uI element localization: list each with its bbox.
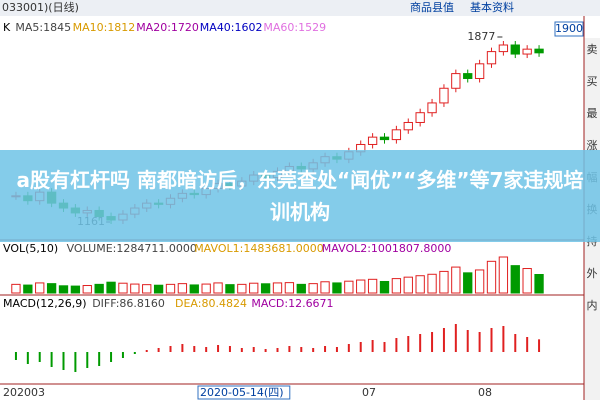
- side-label: 涨: [587, 139, 598, 152]
- x-label: 08: [478, 386, 492, 399]
- volume-bar: [415, 275, 425, 294]
- volume-bar: [463, 272, 473, 294]
- volume-bar: [260, 283, 271, 294]
- candle: [498, 44, 509, 53]
- volume-bar: [356, 279, 366, 294]
- volume-bar: [451, 266, 461, 294]
- macd-label: MACD:12.6671: [251, 297, 333, 310]
- x-label: 07: [362, 386, 376, 399]
- candle: [463, 73, 473, 79]
- stock-code: 033001)(日线): [2, 0, 79, 14]
- candle: [486, 51, 497, 65]
- side-label: 卖: [587, 43, 598, 56]
- candle: [415, 112, 425, 123]
- header-bar: [0, 0, 600, 16]
- volume-bar: [35, 282, 45, 294]
- x-label: 202003: [3, 386, 45, 399]
- volume-bar: [130, 283, 140, 294]
- candle: [451, 73, 461, 89]
- candle: [522, 48, 532, 55]
- volume-bar: [308, 283, 318, 294]
- volume-bar: [439, 270, 449, 294]
- candle: [391, 129, 402, 141]
- volume-bar: [486, 260, 497, 294]
- candle: [474, 63, 485, 79]
- volume-bar: [510, 265, 520, 294]
- volume-bar: [522, 268, 532, 294]
- side-label: 外: [587, 267, 598, 280]
- candle: [379, 136, 390, 141]
- price-box-text: 1900: [555, 22, 583, 35]
- side-label: 买: [587, 75, 598, 88]
- volume-bar: [142, 284, 152, 294]
- volume-bar: [498, 256, 509, 294]
- volume-label: VOLUME:1284711.0000: [67, 242, 197, 255]
- macd-label: DIFF:86.8160: [92, 297, 165, 310]
- volume-bar: [225, 284, 235, 294]
- high-label: 1877: [467, 30, 495, 43]
- macd-label: MACD(12,26,9): [3, 297, 87, 310]
- volume-label: VOL(5,10): [3, 242, 58, 255]
- tab[interactable]: 商品县值: [410, 0, 454, 14]
- candle: [367, 136, 378, 145]
- legend-entry: K: [3, 21, 11, 34]
- candle: [427, 102, 437, 114]
- candle: [534, 48, 544, 54]
- volume-bar: [46, 283, 57, 294]
- volume-bar: [177, 283, 188, 294]
- volume-bar: [344, 280, 354, 294]
- x-label: 2020-05-14(四): [200, 386, 284, 399]
- volume-bar: [249, 282, 259, 294]
- volume-bar: [403, 276, 413, 294]
- candle: [403, 121, 413, 131]
- volume-bar: [118, 282, 128, 294]
- volume-bar: [367, 278, 378, 294]
- volume-bar: [58, 285, 69, 294]
- side-label: 最: [587, 107, 598, 120]
- volume-bar: [189, 284, 199, 294]
- legend-entry: MA5:1845: [15, 21, 71, 34]
- tab[interactable]: 基本资料: [470, 0, 514, 14]
- macd-label: DEA:80.4824: [175, 297, 247, 310]
- legend-entry: MA20:1720: [136, 21, 199, 34]
- volume-bar: [213, 282, 223, 294]
- legend-entry: MA10:1812: [73, 21, 136, 34]
- volume-bar: [237, 283, 247, 294]
- volume-bar: [94, 283, 104, 294]
- volume-bar: [296, 283, 306, 294]
- headline-banner: a股有杠杆吗 南都暗访后，东莞查处“闻优”“多维”等7家违规培训机构: [0, 150, 600, 242]
- candle: [439, 87, 449, 104]
- legend-entry: MA40:1602: [200, 21, 263, 34]
- volume-bar: [165, 283, 176, 294]
- price-box: [554, 21, 584, 37]
- legend-entry: MA60:1529: [263, 21, 326, 34]
- volume-bar: [474, 269, 485, 294]
- volume-bar: [201, 283, 211, 294]
- volume-bar: [23, 284, 33, 294]
- volume-bar: [70, 285, 81, 294]
- volume-bar: [272, 282, 283, 294]
- volume-bar: [82, 285, 92, 294]
- volume-bar: [11, 283, 21, 294]
- volume-label: MAVOL1:1483681.0000: [194, 242, 324, 255]
- volume-bar: [153, 284, 164, 294]
- volume-bar: [391, 278, 402, 294]
- volume-bar: [427, 273, 437, 294]
- candle: [510, 44, 520, 55]
- side-label: 内: [587, 298, 598, 312]
- volume-bar: [534, 274, 544, 294]
- volume-bar: [320, 281, 330, 294]
- volume-bar: [379, 280, 390, 294]
- volume-label: MAVOL2:1001807.8000: [322, 242, 452, 255]
- volume-bar: [106, 281, 116, 294]
- date-box: [197, 385, 291, 400]
- volume-bar: [284, 282, 295, 294]
- volume-bar: [332, 282, 342, 294]
